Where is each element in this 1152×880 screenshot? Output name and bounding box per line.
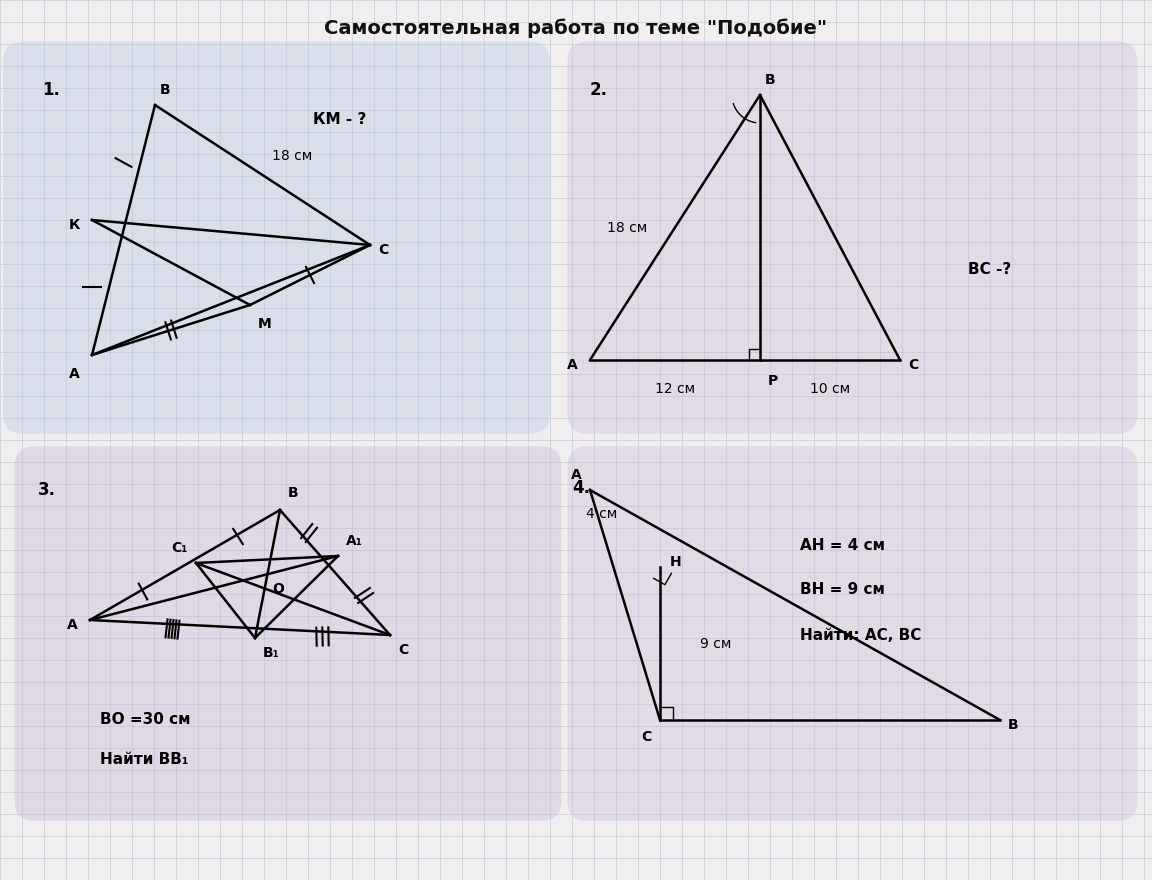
Text: Самостоятельная работа по теме "Подобие": Самостоятельная работа по теме "Подобие" (325, 18, 827, 38)
Text: С: С (397, 643, 408, 657)
Text: 2.: 2. (590, 81, 608, 99)
Text: 4.: 4. (573, 479, 590, 497)
FancyBboxPatch shape (15, 446, 561, 821)
FancyBboxPatch shape (3, 41, 550, 434)
Text: 1.: 1. (41, 81, 60, 99)
Text: 18 см: 18 см (273, 149, 312, 163)
Text: 4 см: 4 см (585, 507, 617, 520)
Text: С₁: С₁ (172, 541, 188, 555)
Text: ВН = 9 см: ВН = 9 см (799, 583, 885, 598)
Text: Р: Р (768, 374, 779, 388)
Text: ВО =30 см: ВО =30 см (100, 713, 190, 728)
Text: Найти ВВ₁: Найти ВВ₁ (100, 752, 189, 767)
Text: В: В (765, 73, 775, 87)
Text: О: О (272, 582, 283, 596)
Text: Н: Н (670, 555, 682, 569)
Text: В: В (288, 486, 298, 500)
Text: А: А (567, 358, 578, 372)
Text: А: А (69, 367, 79, 381)
Text: С: С (908, 358, 918, 372)
Text: ВС -?: ВС -? (969, 262, 1011, 277)
Text: А₁: А₁ (346, 534, 363, 548)
Text: С: С (378, 243, 388, 257)
Text: 10 см: 10 см (810, 382, 850, 396)
FancyBboxPatch shape (568, 41, 1137, 434)
Text: В: В (1008, 718, 1018, 732)
Text: КМ - ?: КМ - ? (313, 113, 366, 128)
Text: С: С (642, 730, 652, 744)
Text: М: М (258, 317, 272, 331)
Text: А: А (67, 618, 78, 632)
Text: АН = 4 см: АН = 4 см (799, 538, 885, 553)
FancyBboxPatch shape (568, 446, 1137, 821)
Text: 12 см: 12 см (655, 382, 695, 396)
Text: 18 см: 18 см (607, 221, 647, 234)
Text: К: К (69, 218, 79, 232)
Text: 9 см: 9 см (700, 636, 732, 650)
Text: В: В (160, 83, 170, 97)
Text: 3.: 3. (38, 481, 56, 499)
Text: А: А (571, 468, 582, 482)
Text: В₁: В₁ (263, 646, 280, 660)
Text: Найти: АС, ВС: Найти: АС, ВС (799, 627, 922, 642)
